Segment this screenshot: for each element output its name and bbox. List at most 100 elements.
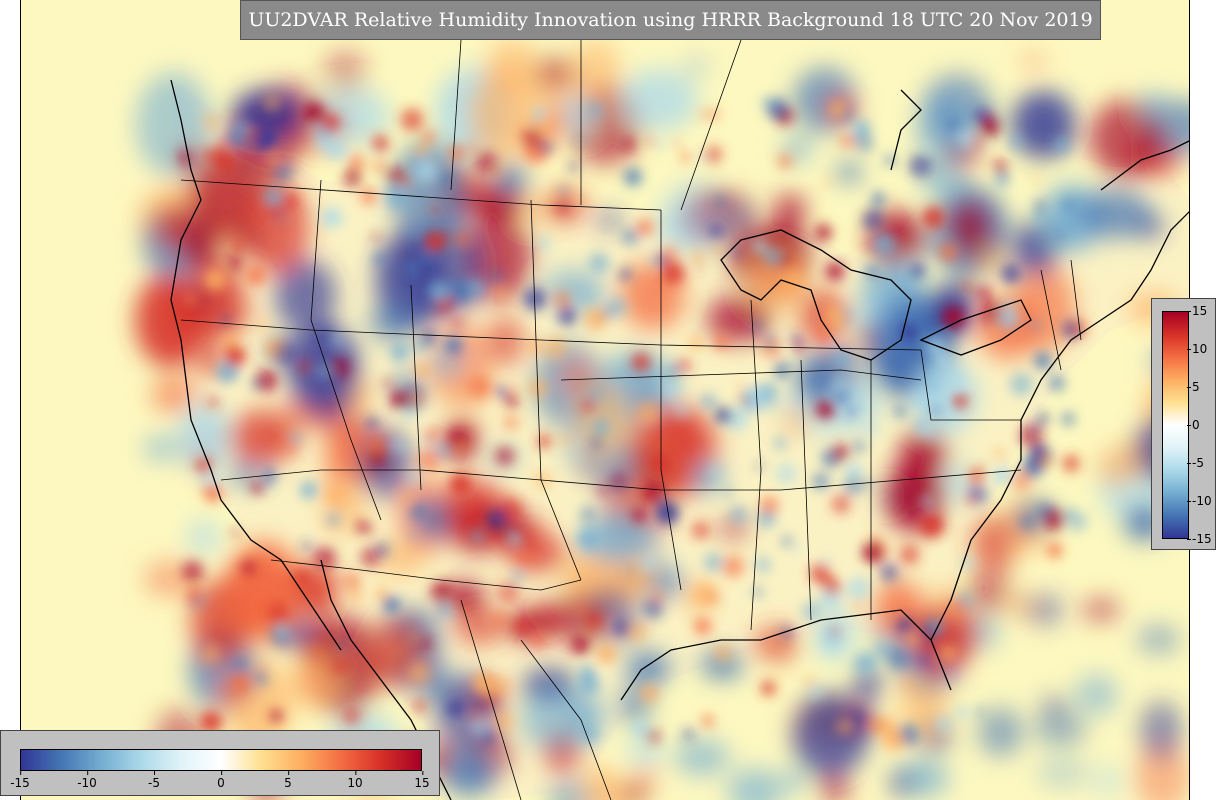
humidity-speck: [402, 177, 412, 187]
humidity-speck: [204, 268, 227, 291]
humidity-speck: [852, 601, 863, 611]
humidity-speck: [588, 252, 610, 274]
humidity-blob: [774, 193, 806, 230]
humidity-blob: [700, 651, 744, 679]
humidity-speck: [449, 145, 464, 161]
humidity-speck: [496, 386, 507, 397]
humidity-speck: [821, 557, 831, 566]
humidity-speck: [755, 557, 771, 573]
humidity-speck: [598, 485, 608, 495]
humidity-speck: [486, 508, 508, 530]
humidity-speck: [385, 185, 410, 209]
humidity-speck: [452, 319, 462, 329]
humidity-speck: [436, 444, 450, 458]
humidity-speck: [998, 117, 1007, 126]
humidity-blob: [274, 259, 337, 332]
humidity-speck: [968, 468, 984, 483]
humidity-blob: [1136, 624, 1181, 655]
humidity-speck: [263, 94, 281, 113]
humidity-speck: [281, 581, 294, 595]
humidity-speck: [782, 536, 792, 546]
vertical-tick-label: -5: [1187, 456, 1216, 470]
humidity-speck: [314, 584, 323, 593]
humidity-speck: [1010, 470, 1032, 491]
humidity-speck: [390, 390, 409, 409]
humidity-blob: [1033, 713, 1087, 747]
humidity-speck: [920, 495, 934, 509]
vertical-tick-label: -15: [1187, 532, 1216, 546]
humidity-speck: [920, 513, 944, 538]
humidity-blob: [674, 739, 730, 776]
humidity-speck: [186, 295, 195, 304]
humidity-speck: [254, 671, 268, 685]
humidity-speck: [449, 473, 472, 495]
humidity-speck: [181, 560, 204, 583]
humidity-speck: [637, 219, 653, 236]
humidity-speck: [907, 275, 915, 283]
humidity-speck: [760, 496, 779, 515]
humidity-speck: [343, 168, 362, 187]
humidity-blob: [391, 140, 467, 245]
humidity-speck: [232, 529, 240, 536]
humidity-speck: [677, 358, 692, 373]
humidity-speck: [387, 166, 408, 187]
humidity-speck: [233, 658, 248, 674]
humidity-speck: [491, 271, 503, 284]
humidity-speck: [512, 617, 531, 636]
humidity-blob: [563, 95, 592, 134]
humidity-speck: [1033, 209, 1048, 224]
humidity-speck: [912, 391, 929, 409]
humidity-speck: [445, 337, 462, 354]
humidity-speck: [700, 393, 717, 410]
map-title: UU2DVAR Relative Humidity Innovation usi…: [248, 9, 1093, 31]
humidity-speck: [293, 569, 311, 586]
humidity-speck: [488, 675, 511, 698]
humidity-speck: [618, 267, 632, 281]
humidity-speck: [505, 394, 519, 408]
humidity-speck: [1043, 507, 1066, 531]
humidity-speck: [715, 407, 732, 424]
humidity-speck: [257, 663, 266, 672]
vertical-tick-label: 15: [1187, 304, 1216, 318]
humidity-speck: [831, 443, 850, 462]
humidity-speck: [846, 576, 871, 601]
humidity-blob: [1096, 446, 1139, 487]
humidity-speck: [302, 540, 312, 551]
horizontal-tick-label: 15: [414, 771, 430, 790]
humidity-speck: [319, 328, 334, 343]
humidity-speck: [814, 224, 833, 242]
humidity-speck: [871, 533, 880, 542]
humidity-speck: [410, 503, 426, 519]
humidity-speck: [407, 471, 419, 484]
humidity-speck: [414, 341, 426, 353]
humidity-speck: [332, 333, 345, 347]
humidity-speck: [739, 394, 748, 403]
humidity-blob: [584, 510, 658, 565]
humidity-blob: [492, 163, 528, 194]
map-canvas: [135, 39, 1189, 800]
humidity-speck: [263, 187, 283, 207]
humidity-speck: [810, 685, 822, 698]
humidity-blob: [486, 40, 539, 93]
humidity-speck: [526, 338, 542, 354]
humidity-speck: [820, 630, 842, 652]
humidity-speck: [199, 642, 222, 665]
humidity-speck: [691, 521, 710, 540]
humidity-speck: [852, 440, 866, 454]
humidity-speck: [709, 224, 724, 239]
humidity-speck: [1047, 542, 1063, 559]
humidity-speck: [908, 153, 933, 178]
humidity-blob: [620, 784, 649, 800]
humidity-speck: [633, 721, 648, 736]
humidity-speck: [760, 680, 777, 696]
humidity-speck: [632, 508, 646, 522]
humidity-speck: [894, 405, 906, 418]
humidity-speck: [689, 337, 702, 350]
humidity-speck: [932, 371, 940, 379]
humidity-speck: [231, 673, 250, 693]
humidity-blob: [291, 653, 338, 709]
humidity-speck: [226, 255, 244, 272]
humidity-speck: [497, 580, 520, 604]
humidity-speck: [881, 728, 906, 752]
humidity-speck: [356, 520, 368, 533]
